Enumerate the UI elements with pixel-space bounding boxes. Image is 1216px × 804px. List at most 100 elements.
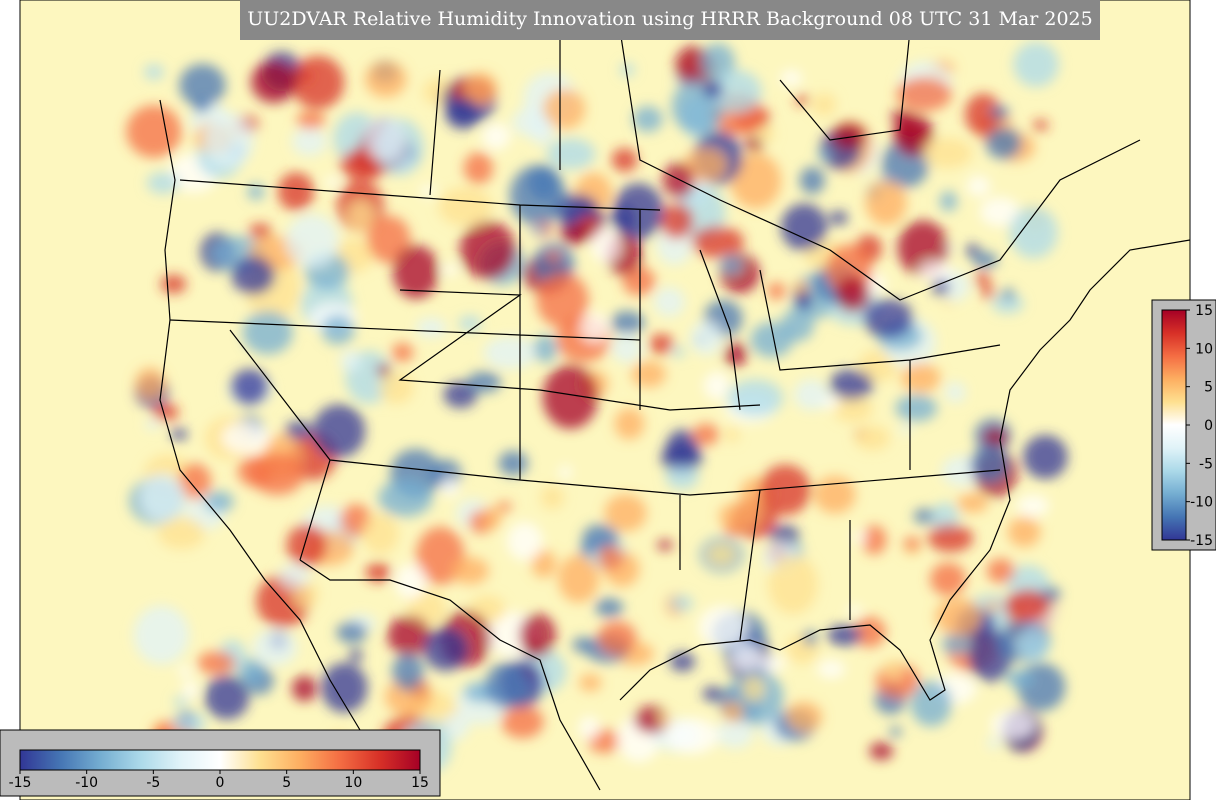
field-blob <box>392 245 439 299</box>
field-blob <box>632 106 663 132</box>
field-blob <box>781 308 814 342</box>
field-blob <box>658 712 672 728</box>
field-blob <box>509 165 566 226</box>
field-blob <box>965 244 981 257</box>
field-blob <box>666 429 699 467</box>
field-blob <box>291 127 328 156</box>
field-blob <box>795 290 812 310</box>
field-blob <box>780 203 828 251</box>
field-blob <box>957 493 989 513</box>
field-blob <box>972 252 998 269</box>
field-blob <box>979 197 1020 227</box>
field-blob <box>230 368 269 406</box>
field-blob <box>828 369 874 401</box>
field-blob <box>944 382 966 403</box>
field-blob <box>152 403 179 421</box>
field-blob <box>440 478 460 498</box>
field-blob <box>250 453 305 496</box>
field-blob <box>649 333 674 355</box>
field-blob <box>438 187 493 226</box>
field-blob <box>459 220 516 279</box>
field-blob <box>698 605 748 649</box>
field-blob <box>816 149 834 160</box>
field-blob <box>536 272 589 328</box>
tick-label: 5 <box>282 775 291 791</box>
field-blob <box>144 64 164 80</box>
field-blob <box>1016 494 1050 517</box>
field-blob <box>376 364 391 377</box>
field-blob <box>126 105 182 158</box>
field-blob <box>1013 41 1059 87</box>
field-blob <box>974 272 991 287</box>
field-blob <box>595 598 624 618</box>
field-blob <box>964 93 1002 136</box>
field-blob <box>903 537 921 552</box>
field-blob <box>158 517 205 550</box>
field-blob <box>718 502 761 530</box>
field-blob <box>847 604 862 616</box>
field-blob <box>852 531 868 543</box>
field-blob <box>683 148 727 182</box>
field-blob <box>394 563 427 600</box>
field-blob <box>604 494 647 532</box>
field-blob <box>660 202 694 239</box>
tick-label: 10 <box>1195 341 1213 357</box>
field-blob <box>278 563 310 589</box>
field-blob <box>160 274 187 294</box>
field-blob <box>480 506 502 530</box>
field-blob <box>285 214 339 268</box>
field-blob <box>387 615 432 656</box>
field-blob <box>590 227 621 263</box>
field-blob <box>665 717 719 754</box>
tick-label: -5 <box>146 775 160 791</box>
field-blob <box>364 61 407 98</box>
field-blob <box>392 653 424 691</box>
field-blob <box>546 251 561 262</box>
tick-label: 15 <box>1195 303 1213 319</box>
field-blob <box>366 215 411 264</box>
field-blob <box>723 701 744 723</box>
field-blob <box>691 226 745 259</box>
field-blob <box>930 562 967 596</box>
field-blob <box>530 117 555 146</box>
title: UU2DVAR Relative Humidity Innovation usi… <box>247 8 1092 30</box>
field-blob <box>312 404 366 458</box>
field-blob <box>415 317 447 338</box>
field-blob <box>1007 516 1041 548</box>
field-blob <box>321 662 368 713</box>
field-blob <box>889 726 902 737</box>
field-blob <box>597 545 624 571</box>
field-blob <box>442 264 459 276</box>
field-blob <box>869 742 894 760</box>
field-blob <box>863 299 914 338</box>
field-blob <box>221 421 270 454</box>
field-blob <box>451 557 489 585</box>
field-blob <box>741 675 765 703</box>
field-blob <box>443 381 478 409</box>
field-blob <box>378 371 414 404</box>
field-blob <box>133 605 190 665</box>
field-blob <box>572 637 593 653</box>
field-blob <box>913 508 938 524</box>
field-blob <box>339 349 361 372</box>
field-blob <box>657 539 673 551</box>
field-blob <box>543 88 586 130</box>
field-blob <box>895 394 938 422</box>
field-blob <box>139 473 186 522</box>
field-blob <box>986 558 1015 584</box>
field-blob <box>893 113 934 157</box>
field-blob <box>170 428 188 441</box>
field-blob <box>501 705 544 739</box>
field-blob <box>985 601 1001 612</box>
field-blob <box>1002 288 1015 301</box>
field-blob <box>724 342 748 367</box>
tick-label: -15 <box>9 775 32 791</box>
field-blob <box>557 554 600 603</box>
field-blob <box>759 464 811 516</box>
field-blob <box>384 677 433 716</box>
field-blob <box>277 172 315 211</box>
field-blob <box>970 444 1010 484</box>
field-blob <box>832 395 874 423</box>
field-blob <box>336 621 368 644</box>
field-blob <box>582 524 619 552</box>
